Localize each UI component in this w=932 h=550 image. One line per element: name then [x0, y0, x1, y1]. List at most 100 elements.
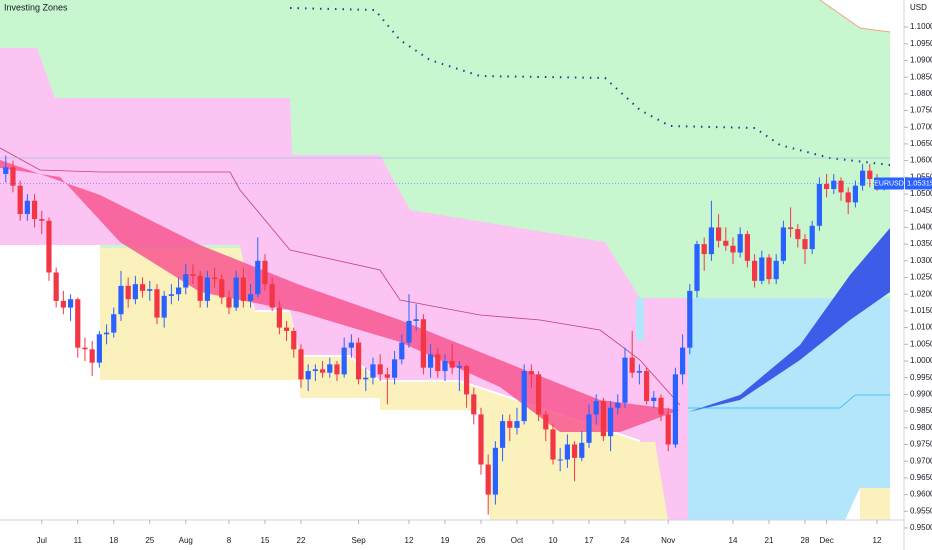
y-tick-label: 0.96500 — [910, 473, 932, 482]
candle-body — [643, 371, 650, 402]
candle-body — [557, 459, 563, 461]
y-tick-label: 0.95500 — [910, 506, 932, 515]
candle-body — [211, 277, 218, 280]
candle-body — [636, 371, 642, 373]
y-tick-label: 1.02500 — [910, 273, 932, 282]
y-tick-label: 0.97500 — [910, 440, 932, 449]
y-tick-label: 1.07500 — [910, 106, 932, 115]
blue-ribbon — [688, 228, 890, 412]
white-zone — [0, 245, 100, 520]
candle-body — [658, 397, 664, 415]
candle-body — [456, 366, 462, 368]
candle-body — [348, 342, 354, 348]
candle-body — [399, 342, 405, 360]
indicator-title: Investing Zones — [4, 2, 68, 12]
thin-line — [0, 147, 681, 406]
candle-body — [39, 219, 45, 221]
x-tick-label: 24 — [621, 536, 630, 545]
candle-body — [276, 307, 282, 328]
candle-body — [305, 371, 311, 380]
candle-body — [687, 290, 693, 348]
y-tick-label: 0.95000 — [910, 523, 932, 532]
x-tick-label: 28 — [801, 536, 810, 545]
candle-body — [679, 347, 686, 375]
candle-body — [780, 227, 786, 261]
candle-body — [867, 170, 873, 179]
candle-body — [197, 275, 203, 301]
y-tick-label: 1.09500 — [910, 39, 932, 48]
candle-body — [139, 284, 146, 291]
y-tick-label: 0.96000 — [910, 490, 932, 499]
candle-body — [593, 401, 599, 415]
candle-body — [751, 260, 758, 281]
candle-body — [499, 421, 506, 448]
candle-body — [795, 229, 801, 240]
candle-body — [327, 364, 333, 373]
candle-body — [759, 257, 765, 281]
y-tick-label: 0.98000 — [910, 423, 932, 432]
candle-body — [701, 244, 707, 255]
x-tick-label: 15 — [261, 536, 270, 545]
candle-body — [852, 185, 858, 203]
cyan-line — [688, 394, 890, 409]
blue-zone — [688, 298, 890, 520]
candle-body — [147, 289, 153, 291]
green-zone-cut — [820, 0, 890, 32]
y-tick-label: 1.05500 — [910, 172, 932, 181]
candle-body — [75, 299, 81, 348]
candle-body — [96, 334, 102, 363]
candle-body — [571, 444, 578, 458]
candle-body — [715, 227, 722, 241]
zones — [0, 0, 891, 520]
candle-body — [838, 180, 844, 193]
candle-body — [773, 260, 779, 280]
x-tick-label: Dec — [819, 536, 833, 545]
x-tick-label: 19 — [441, 536, 450, 545]
candle-body — [492, 447, 498, 495]
y-tick-label: 1.09000 — [910, 56, 932, 65]
symbol-tag — [874, 177, 904, 190]
candle-body — [103, 332, 110, 335]
zone-edge — [819, 0, 891, 33]
candle-body — [60, 300, 66, 308]
candle-body — [233, 277, 239, 308]
y-tick-label: 0.98500 — [910, 406, 932, 415]
candle-body — [312, 369, 318, 372]
y-tick-label: 0.99000 — [910, 390, 932, 399]
candle-body — [406, 320, 412, 343]
y-tick-label: 1.03000 — [910, 256, 932, 265]
y-tick-label: 0.99500 — [910, 373, 932, 382]
candle-body — [550, 429, 556, 460]
candle-body — [694, 244, 700, 291]
candle-body — [435, 354, 441, 372]
candle-body — [744, 234, 750, 261]
candle-body — [420, 319, 426, 368]
candle-body — [449, 361, 455, 368]
x-tick-label: 26 — [477, 536, 486, 545]
candle-body — [629, 357, 635, 373]
candle-body — [334, 364, 340, 375]
candle-body — [175, 287, 182, 295]
candle-body — [377, 364, 383, 375]
candle-body — [442, 361, 448, 372]
candle-body — [831, 180, 837, 190]
yellow-zone — [100, 248, 668, 520]
candle-body — [125, 285, 131, 300]
x-tick-label: 8 — [227, 536, 232, 545]
candle-body — [132, 284, 138, 300]
candle-body — [168, 294, 174, 296]
candle-body — [24, 200, 30, 215]
y-tick-label: 1.00000 — [910, 356, 932, 365]
candle-body — [514, 421, 520, 428]
candle-body — [672, 374, 678, 445]
candle-body — [471, 394, 477, 415]
candle-body — [31, 200, 38, 220]
x-tick-label: 10 — [549, 536, 558, 545]
x-tick-label: 21 — [765, 536, 774, 545]
candle-body — [427, 354, 434, 368]
x-tick-label: Oct — [511, 536, 524, 545]
candle-body — [391, 359, 398, 378]
y-tick-label: 1.10000 — [910, 22, 932, 31]
y-tick-label: 1.01000 — [910, 323, 932, 332]
